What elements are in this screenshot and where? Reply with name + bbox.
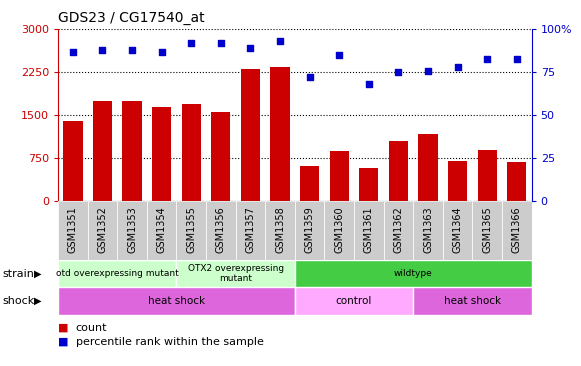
Text: shock: shock xyxy=(3,296,35,306)
Text: percentile rank within the sample: percentile rank within the sample xyxy=(76,337,263,347)
Bar xyxy=(359,168,378,201)
Point xyxy=(275,38,285,44)
Bar xyxy=(413,201,443,260)
Text: GSM1351: GSM1351 xyxy=(68,206,78,253)
Point xyxy=(453,64,462,70)
Bar xyxy=(152,107,171,201)
Point xyxy=(305,75,314,81)
Bar xyxy=(93,101,112,201)
Text: GSM1357: GSM1357 xyxy=(245,206,256,253)
Text: wildtype: wildtype xyxy=(394,269,433,278)
Bar xyxy=(211,112,231,201)
Bar xyxy=(295,287,413,315)
Point xyxy=(98,47,107,53)
Point xyxy=(216,40,225,46)
Bar xyxy=(147,201,177,260)
Bar xyxy=(448,161,467,201)
Point xyxy=(364,81,374,87)
Bar xyxy=(123,101,142,201)
Bar xyxy=(295,201,324,260)
Text: GSM1365: GSM1365 xyxy=(482,206,492,253)
Bar xyxy=(389,141,408,201)
Text: ▶: ▶ xyxy=(34,269,41,279)
Text: ▶: ▶ xyxy=(34,296,41,306)
Text: GDS23 / CG17540_at: GDS23 / CG17540_at xyxy=(58,11,205,26)
Bar xyxy=(241,70,260,201)
Text: GSM1359: GSM1359 xyxy=(304,206,315,253)
Text: GSM1352: GSM1352 xyxy=(98,206,107,253)
Bar xyxy=(58,260,177,287)
Bar xyxy=(413,287,532,315)
Bar xyxy=(443,201,472,260)
Point xyxy=(424,68,433,74)
Bar xyxy=(295,260,532,287)
Point xyxy=(512,56,522,61)
Bar xyxy=(383,201,413,260)
Bar xyxy=(270,67,290,201)
Bar xyxy=(182,104,201,201)
Text: GSM1361: GSM1361 xyxy=(364,206,374,253)
Text: GSM1356: GSM1356 xyxy=(216,206,226,253)
Text: OTX2 overexpressing
mutant: OTX2 overexpressing mutant xyxy=(188,264,284,283)
Point xyxy=(127,47,137,53)
Bar xyxy=(177,201,206,260)
Bar xyxy=(507,162,526,201)
Text: GSM1362: GSM1362 xyxy=(393,206,403,253)
Text: GSM1360: GSM1360 xyxy=(334,206,345,253)
Point xyxy=(483,56,492,61)
Text: GSM1366: GSM1366 xyxy=(512,206,522,253)
Point xyxy=(335,52,344,58)
Bar xyxy=(58,287,295,315)
Text: GSM1355: GSM1355 xyxy=(187,206,196,253)
Text: control: control xyxy=(336,296,372,306)
Bar xyxy=(329,151,349,201)
Point xyxy=(157,49,166,55)
Bar xyxy=(177,260,295,287)
Bar xyxy=(63,121,83,201)
Text: GSM1363: GSM1363 xyxy=(423,206,433,253)
Bar xyxy=(206,201,236,260)
Text: GSM1364: GSM1364 xyxy=(453,206,462,253)
Point xyxy=(246,45,255,51)
Bar xyxy=(324,201,354,260)
Bar xyxy=(117,201,147,260)
Text: GSM1353: GSM1353 xyxy=(127,206,137,253)
Point xyxy=(187,40,196,46)
Point xyxy=(68,49,77,55)
Text: ■: ■ xyxy=(58,337,69,347)
Text: GSM1354: GSM1354 xyxy=(157,206,167,253)
Bar xyxy=(58,201,88,260)
Bar xyxy=(502,201,532,260)
Text: GSM1358: GSM1358 xyxy=(275,206,285,253)
Text: heat shock: heat shock xyxy=(444,296,501,306)
Text: heat shock: heat shock xyxy=(148,296,205,306)
Text: count: count xyxy=(76,323,107,333)
Bar xyxy=(236,201,266,260)
Text: otd overexpressing mutant: otd overexpressing mutant xyxy=(56,269,179,278)
Text: strain: strain xyxy=(3,269,35,279)
Text: ■: ■ xyxy=(58,323,69,333)
Bar xyxy=(300,166,320,201)
Bar xyxy=(472,201,502,260)
Bar xyxy=(88,201,117,260)
Bar xyxy=(354,201,383,260)
Bar xyxy=(478,150,497,201)
Bar xyxy=(418,134,437,201)
Bar xyxy=(266,201,295,260)
Point xyxy=(394,69,403,75)
